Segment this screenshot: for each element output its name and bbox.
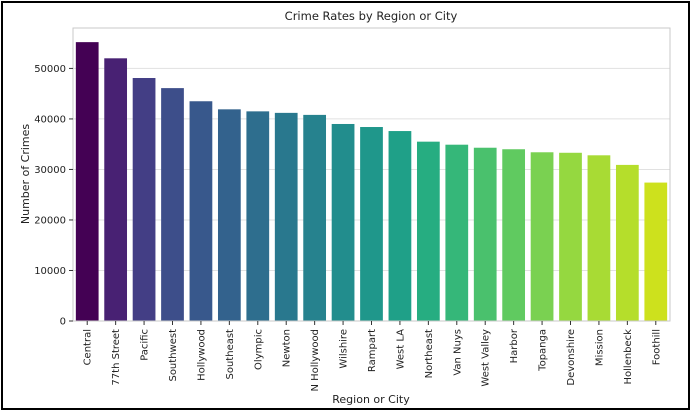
x-tick-label: Topanga — [538, 329, 549, 372]
bar — [360, 127, 383, 321]
x-tick-label: Van Nuys — [452, 329, 463, 376]
bar — [274, 112, 298, 322]
bar — [416, 141, 440, 321]
bar — [217, 109, 241, 321]
x-tick-label: Foothill — [651, 329, 662, 365]
y-tick-label: 10000 — [34, 266, 66, 277]
x-tick-label: Devonshire — [566, 329, 577, 386]
bar — [331, 123, 355, 321]
x-tick-label: Pacific — [140, 329, 151, 361]
x-tick-label: Rampart — [367, 329, 378, 372]
x-tick-label: Hollywood — [196, 329, 207, 381]
bar — [502, 149, 526, 321]
x-tick-label: Hollenbeck — [623, 329, 634, 385]
x-tick-label: 77th Street — [111, 329, 122, 386]
bar — [189, 101, 213, 321]
x-tick-label: Mission — [594, 329, 605, 366]
x-axis-label: Region or City — [332, 393, 410, 406]
x-tick-label: Wilshire — [339, 329, 350, 369]
y-axis-ticks: 0 10000 20000 30000 40000 50000 — [34, 64, 73, 328]
y-tick-label: 20000 — [34, 215, 66, 226]
x-tick-label: Central — [83, 329, 94, 365]
y-tick-label: 40000 — [34, 114, 66, 125]
x-tick-label: West LA — [395, 329, 406, 370]
bar — [246, 111, 270, 321]
x-axis-ticks: Central 77th Street Pacific Southwest Hollyw… — [83, 321, 662, 392]
x-tick-label: Olympic — [253, 329, 264, 370]
x-tick-label: Southwest — [168, 329, 179, 382]
bar — [388, 131, 412, 321]
bar — [587, 155, 611, 321]
bar — [644, 182, 668, 321]
x-tick-label: Southeast — [225, 329, 236, 380]
x-tick-label: Harbor — [509, 328, 520, 363]
bar — [104, 58, 128, 322]
y-tick-label: 0 — [60, 317, 66, 328]
x-tick-label: Northeast — [424, 329, 435, 378]
x-tick-label: Newton — [282, 329, 293, 367]
bar — [530, 152, 554, 321]
bar — [445, 144, 469, 321]
bar — [615, 164, 639, 321]
bar — [161, 88, 184, 322]
bar — [132, 78, 156, 321]
y-tick-label: 30000 — [34, 165, 66, 176]
bar — [473, 147, 497, 321]
y-tick-label: 50000 — [34, 64, 66, 75]
x-tick-label: West Valley — [481, 329, 492, 387]
x-tick-label: N Hollywood — [310, 329, 321, 392]
bar — [559, 152, 582, 321]
bar — [75, 42, 99, 321]
chart-title: Crime Rates by Region or City — [285, 9, 458, 23]
bars — [75, 42, 668, 322]
bar — [303, 114, 327, 322]
y-axis-label: Number of Crimes — [19, 124, 32, 225]
